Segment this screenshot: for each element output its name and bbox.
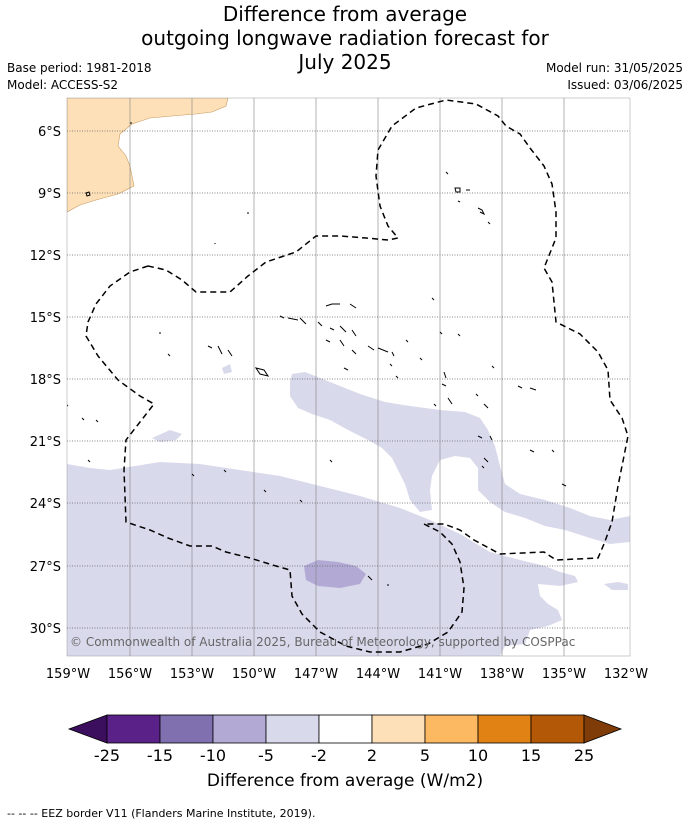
colorbar-cells	[67, 714, 623, 744]
lat-labels: 6°S 9°S 12°S 15°S 18°S 21°S 24°S 27°S 30…	[30, 125, 61, 637]
anomaly-strong-negative-patch	[304, 560, 366, 588]
colorbar-label: Difference from average (W/m2)	[206, 771, 484, 791]
lat-label: 6°S	[38, 125, 61, 140]
colorbar-tick-label: -2	[311, 746, 327, 765]
colorbar-cell	[212, 714, 267, 744]
lon-label: 159°W	[46, 667, 90, 682]
title-line-2: outgoing longwave radiation forecast for	[141, 26, 549, 50]
colorbar-extend-high	[583, 714, 623, 744]
copyright-text: © Commonwealth of Australia 2025, Bureau…	[70, 635, 575, 649]
lat-label: 18°S	[30, 373, 61, 388]
colorbar-tick-label: 25	[574, 746, 594, 765]
map-title: Difference from average outgoing longwav…	[0, 2, 690, 74]
eez-border-west-north	[147, 99, 629, 561]
colorbar-cell	[371, 714, 426, 744]
colorbar-cell	[477, 714, 532, 744]
colorbar-cell	[530, 714, 585, 744]
lat-label: 24°S	[30, 497, 61, 512]
colorbar-tick-label: 15	[521, 746, 541, 765]
eez-border-west	[85, 265, 465, 653]
meta-left: Base period: 1981-2018 Model: ACCESS-S2	[7, 60, 152, 94]
colorbar-tick-label: 5	[420, 746, 430, 765]
anomaly-negative-band-south	[67, 462, 578, 656]
islands	[67, 122, 567, 586]
title-line-3: July 2025	[298, 50, 392, 74]
lat-label: 15°S	[30, 311, 61, 326]
eez-footnote: -- -- -- EEZ border V11 (Flanders Marine…	[7, 807, 316, 820]
colorbar: -25 -15 -10 -5 -2 2 5 10 15 25	[67, 714, 623, 765]
lat-label: 12°S	[30, 249, 61, 264]
base-period: Base period: 1981-2018	[7, 61, 152, 75]
colorbar-cell	[318, 714, 373, 744]
lat-label: 21°S	[30, 435, 61, 450]
lon-label: 132°W	[604, 667, 648, 682]
graticule	[129, 98, 565, 656]
lon-label: 153°W	[170, 667, 214, 682]
colorbar-cell	[106, 714, 161, 744]
meta-right: Model run: 31/05/2025 Issued: 03/06/2025	[546, 60, 683, 94]
lon-label: 135°W	[542, 667, 586, 682]
colorbar-tick-label: -15	[147, 746, 173, 765]
lat-label: 30°S	[30, 622, 61, 637]
colorbar-extend-low	[67, 714, 108, 744]
map-figure: © Commonwealth of Australia 2025, Bureau…	[30, 97, 648, 682]
anomaly-patch-west	[152, 430, 182, 442]
colorbar-tick-label: -5	[258, 746, 274, 765]
map-frame	[66, 97, 631, 657]
colorbar-tick-label: -10	[200, 746, 226, 765]
colorbar-tick-label: 2	[367, 746, 377, 765]
anomaly-positive-region	[67, 98, 229, 213]
lon-label: 144°W	[356, 667, 400, 682]
lon-label: 138°W	[480, 667, 524, 682]
title-line-1: Difference from average	[222, 2, 468, 26]
colorbar-tick-label: 10	[468, 746, 488, 765]
issued-date: Issued: 03/06/2025	[567, 78, 683, 92]
colorbar-tick-label: -25	[94, 746, 120, 765]
anomaly-negative-band-north	[290, 372, 630, 544]
lon-label: 147°W	[294, 667, 338, 682]
lat-label: 27°S	[30, 560, 61, 575]
map-plot-area: © Commonwealth of Australia 2025, Bureau…	[67, 98, 630, 656]
lat-label: 9°S	[38, 187, 61, 202]
model-run: Model run: 31/05/2025	[545, 61, 683, 75]
lon-label: 150°W	[232, 667, 276, 682]
colorbar-cell	[265, 714, 320, 744]
anomaly-patch-center	[222, 364, 232, 374]
anomaly-patch-east	[604, 582, 628, 590]
model-name: Model: ACCESS-S2	[7, 78, 119, 92]
lon-label: 156°W	[108, 667, 152, 682]
lon-label: 141°W	[418, 667, 462, 682]
lon-labels: 159°W 156°W 153°W 150°W 147°W 144°W 141°…	[46, 667, 648, 682]
colorbar-cell	[159, 714, 214, 744]
colorbar-cell	[424, 714, 479, 744]
colorbar-ticks: -25 -15 -10 -5 -2 2 5 10 15 25	[94, 746, 594, 765]
